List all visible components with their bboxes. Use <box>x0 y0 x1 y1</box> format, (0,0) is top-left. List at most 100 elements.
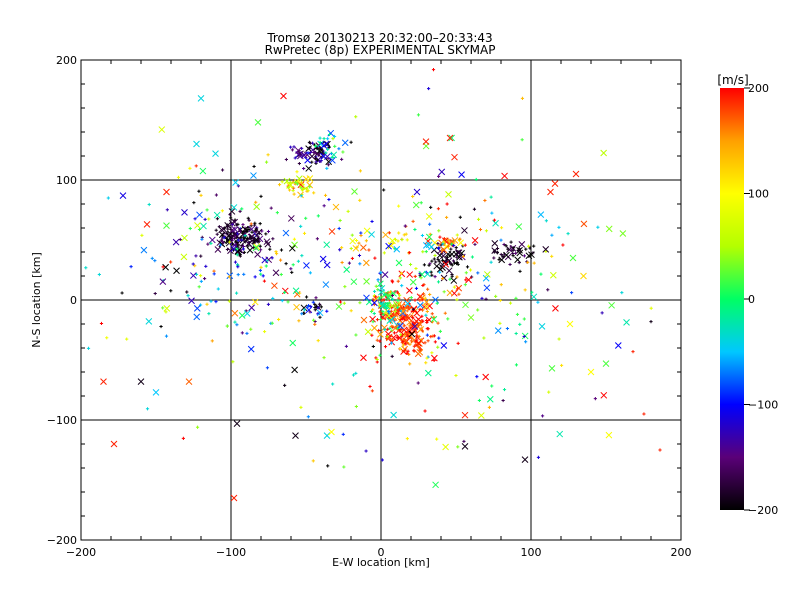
data-point <box>311 300 315 304</box>
data-point <box>297 161 301 166</box>
data-point <box>392 331 397 335</box>
data-point <box>316 309 324 317</box>
colorbar-tick-label: 200 <box>748 82 769 95</box>
data-point <box>314 296 318 300</box>
data-point <box>242 272 246 276</box>
data-point <box>332 203 340 211</box>
data-point <box>411 219 415 223</box>
data-point <box>432 481 439 489</box>
data-point <box>240 331 244 335</box>
data-point <box>278 258 283 262</box>
data-point <box>378 339 382 343</box>
data-point <box>482 336 486 340</box>
data-point <box>454 246 458 250</box>
data-point <box>417 323 422 327</box>
data-point <box>270 321 274 325</box>
data-point <box>508 301 513 305</box>
data-point <box>253 275 257 279</box>
data-point <box>497 257 501 262</box>
data-point <box>319 159 323 163</box>
data-point <box>390 293 395 298</box>
data-point <box>197 227 202 232</box>
data-point <box>313 322 317 326</box>
data-point <box>262 279 267 283</box>
data-point <box>209 241 213 245</box>
data-point <box>322 204 326 208</box>
data-point <box>169 289 173 293</box>
data-point <box>199 193 203 197</box>
data-point <box>492 256 496 260</box>
data-point <box>363 227 371 235</box>
data-point <box>215 232 219 236</box>
data-point <box>424 249 428 254</box>
data-point <box>386 327 390 331</box>
data-point <box>243 310 251 317</box>
data-point <box>516 249 524 257</box>
data-point <box>316 339 320 343</box>
data-point <box>557 337 561 341</box>
data-point <box>424 361 428 365</box>
data-point <box>250 172 257 179</box>
data-point <box>342 465 346 469</box>
data-point <box>338 248 342 252</box>
data-point <box>532 261 536 265</box>
data-point <box>320 142 328 149</box>
data-point <box>476 308 480 312</box>
data-point <box>301 311 306 315</box>
data-point <box>370 389 374 393</box>
data-point <box>302 308 307 312</box>
data-point <box>337 226 341 231</box>
data-point <box>323 432 331 439</box>
data-point <box>390 354 394 358</box>
data-point <box>173 267 180 275</box>
data-point <box>286 300 290 304</box>
data-point <box>237 228 242 232</box>
data-points <box>84 68 662 502</box>
data-point <box>84 266 88 270</box>
data-point <box>477 398 482 403</box>
data-point <box>432 358 436 362</box>
data-point <box>451 153 458 161</box>
data-point <box>515 312 520 317</box>
data-point <box>406 287 413 294</box>
data-point <box>368 231 375 238</box>
data-point <box>455 275 459 279</box>
data-point <box>292 287 300 295</box>
data-point <box>349 309 353 313</box>
y-tick-label: 0 <box>70 294 77 307</box>
data-point <box>442 290 446 294</box>
data-point <box>224 222 232 229</box>
data-point <box>152 389 160 396</box>
data-point <box>478 227 483 232</box>
data-point <box>440 342 448 349</box>
data-point <box>512 246 516 250</box>
data-point <box>483 271 491 278</box>
data-point <box>401 343 405 347</box>
data-point <box>498 298 502 303</box>
data-point <box>373 256 377 260</box>
data-point <box>252 244 260 252</box>
data-point <box>210 339 214 343</box>
data-point <box>254 251 261 258</box>
data-point <box>461 443 469 450</box>
data-point <box>350 256 355 261</box>
data-point <box>446 289 454 297</box>
data-point <box>428 292 432 297</box>
y-tick-label: −100 <box>47 414 77 427</box>
x-tick-labels: −200 −100 0 100 200 <box>66 546 692 559</box>
data-point <box>159 278 167 285</box>
data-point <box>245 240 252 247</box>
data-point <box>205 302 209 306</box>
data-point <box>165 208 169 212</box>
x-tick-label: −200 <box>66 546 96 559</box>
data-point <box>396 322 404 330</box>
data-point <box>297 180 301 184</box>
data-point <box>251 298 259 306</box>
data-point <box>569 254 577 262</box>
data-point <box>385 312 393 320</box>
data-point <box>369 309 374 314</box>
data-point <box>235 323 239 327</box>
data-point <box>172 238 180 246</box>
data-point <box>395 335 399 340</box>
data-point <box>421 283 425 288</box>
